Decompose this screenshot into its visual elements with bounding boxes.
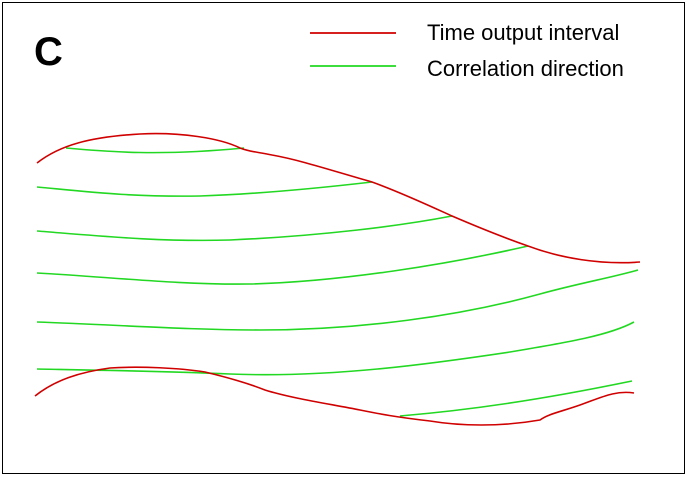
correlation-line-4	[36, 245, 529, 285]
legend-label-red: Time output interval	[427, 20, 619, 45]
lower-interval-boundary	[34, 366, 635, 426]
correlation-line-7	[399, 380, 633, 417]
time-output-interval-lines	[34, 132, 641, 426]
legend-label-green: Correlation direction	[427, 56, 624, 81]
correlation-line-1	[65, 147, 245, 154]
correlation-lines	[36, 147, 639, 417]
upper-interval-boundary	[36, 132, 641, 264]
correlation-line-6	[36, 321, 635, 376]
correlation-line-2	[36, 181, 373, 197]
legend: Time output interval Correlation directi…	[310, 20, 624, 81]
correlation-line-5	[36, 269, 639, 331]
panel-label: C	[34, 30, 63, 74]
figure-frame	[2, 2, 685, 474]
correlation-line-3	[36, 215, 453, 242]
